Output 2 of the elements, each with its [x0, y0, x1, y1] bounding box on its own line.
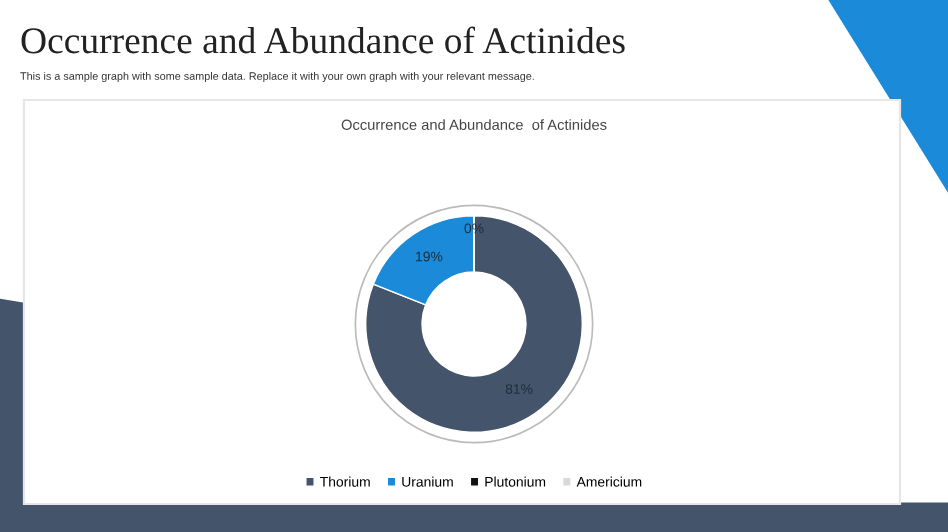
donut-slice — [365, 215, 583, 433]
text: Occurrence and Abundance of Actinides — [21, 26, 625, 54]
